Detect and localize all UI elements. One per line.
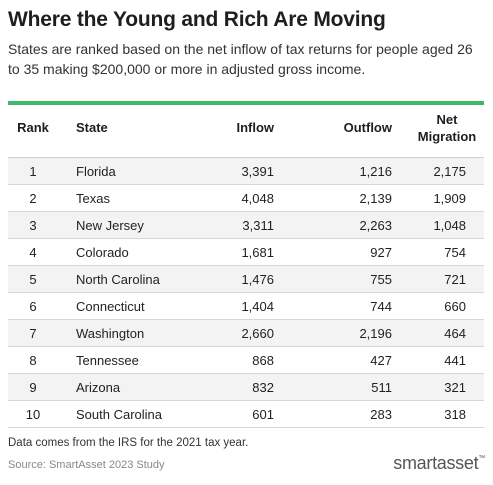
cell-rank: 3 [8, 211, 58, 239]
footnote: Data comes from the IRS for the 2021 tax… [8, 437, 249, 449]
table-row: 8 Tennessee 868 427 441 [8, 346, 484, 374]
logo-trademark: ™ [478, 455, 485, 462]
table-row: 2 Texas 4,048 2,139 1,909 [8, 184, 484, 212]
table-body: 1 Florida 3,391 1,216 2,175 2 Texas 4,048 2,139 1… [8, 157, 484, 428]
cell-rank: 9 [8, 373, 58, 401]
cell-rank: 7 [8, 319, 58, 347]
cell-state: Arizona [58, 373, 186, 401]
cell-net-migration: 464 [410, 319, 484, 347]
cell-state: New Jersey [58, 211, 186, 239]
cell-outflow: 2,196 [292, 319, 410, 347]
cell-rank: 8 [8, 346, 58, 374]
cell-net-migration: 441 [410, 346, 484, 374]
cell-state: Connecticut [58, 292, 186, 320]
cell-state: Tennessee [58, 346, 186, 374]
table-header-row: Rank State Inflow Outflow Net Migration [8, 105, 484, 158]
table-row: 5 North Carolina 1,476 755 721 [8, 265, 484, 293]
cell-state: Colorado [58, 238, 186, 266]
cell-outflow: 427 [292, 346, 410, 374]
table-row: 1 Florida 3,391 1,216 2,175 [8, 157, 484, 185]
table-row: 9 Arizona 832 511 321 [8, 373, 484, 401]
cell-outflow: 2,139 [292, 184, 410, 212]
cell-rank: 6 [8, 292, 58, 320]
cell-outflow: 283 [292, 400, 410, 428]
cell-net-migration: 321 [410, 373, 484, 401]
cell-state: Florida [58, 157, 186, 185]
cell-outflow: 511 [292, 373, 410, 401]
cell-inflow: 4,048 [186, 184, 292, 212]
cell-inflow: 601 [186, 400, 292, 428]
cell-state: North Carolina [58, 265, 186, 293]
cell-inflow: 1,681 [186, 238, 292, 266]
table-row: 10 South Carolina 601 283 318 [8, 400, 484, 428]
cell-outflow: 755 [292, 265, 410, 293]
cell-inflow: 832 [186, 373, 292, 401]
table-row: 4 Colorado 1,681 927 754 [8, 238, 484, 266]
chart-subtitle: States are ranked based on the net inflo… [8, 41, 473, 77]
cell-net-migration: 1,909 [410, 184, 484, 212]
cell-net-migration: 318 [410, 400, 484, 428]
cell-rank: 2 [8, 184, 58, 212]
cell-rank: 5 [8, 265, 58, 293]
header-outflow: Outflow [292, 105, 410, 158]
header-rank: Rank [8, 105, 58, 158]
cell-inflow: 3,311 [186, 211, 292, 239]
source-credit: Source: SmartAsset 2023 Study [8, 459, 165, 471]
cell-inflow: 3,391 [186, 157, 292, 185]
cell-inflow: 1,404 [186, 292, 292, 320]
smartasset-logo: smartasset™ [393, 453, 485, 474]
table-top-rule [8, 101, 484, 105]
cell-outflow: 744 [292, 292, 410, 320]
chart-title: Where the Young and Rich Are Moving [8, 8, 386, 31]
cell-net-migration: 721 [410, 265, 484, 293]
cell-rank: 4 [8, 238, 58, 266]
cell-net-migration: 754 [410, 238, 484, 266]
cell-state: Texas [58, 184, 186, 212]
cell-outflow: 2,263 [292, 211, 410, 239]
cell-inflow: 1,476 [186, 265, 292, 293]
cell-state: South Carolina [58, 400, 186, 428]
cell-net-migration: 2,175 [410, 157, 484, 185]
cell-state: Washington [58, 319, 186, 347]
table-row: 6 Connecticut 1,404 744 660 [8, 292, 484, 320]
table-row: 3 New Jersey 3,311 2,263 1,048 [8, 211, 484, 239]
header-state: State [58, 105, 186, 158]
header-net-migration-label: Net Migration [417, 111, 477, 144]
table-row: 7 Washington 2,660 2,196 464 [8, 319, 484, 347]
cell-net-migration: 660 [410, 292, 484, 320]
cell-net-migration: 1,048 [410, 211, 484, 239]
cell-outflow: 1,216 [292, 157, 410, 185]
cell-inflow: 2,660 [186, 319, 292, 347]
cell-rank: 10 [8, 400, 58, 428]
logo-text: smartasset [393, 453, 479, 473]
cell-inflow: 868 [186, 346, 292, 374]
cell-outflow: 927 [292, 238, 410, 266]
migration-table: Rank State Inflow Outflow Net Migration 1… [8, 105, 484, 428]
cell-rank: 1 [8, 157, 58, 185]
header-net-migration: Net Migration [410, 105, 484, 158]
header-inflow: Inflow [186, 105, 292, 158]
